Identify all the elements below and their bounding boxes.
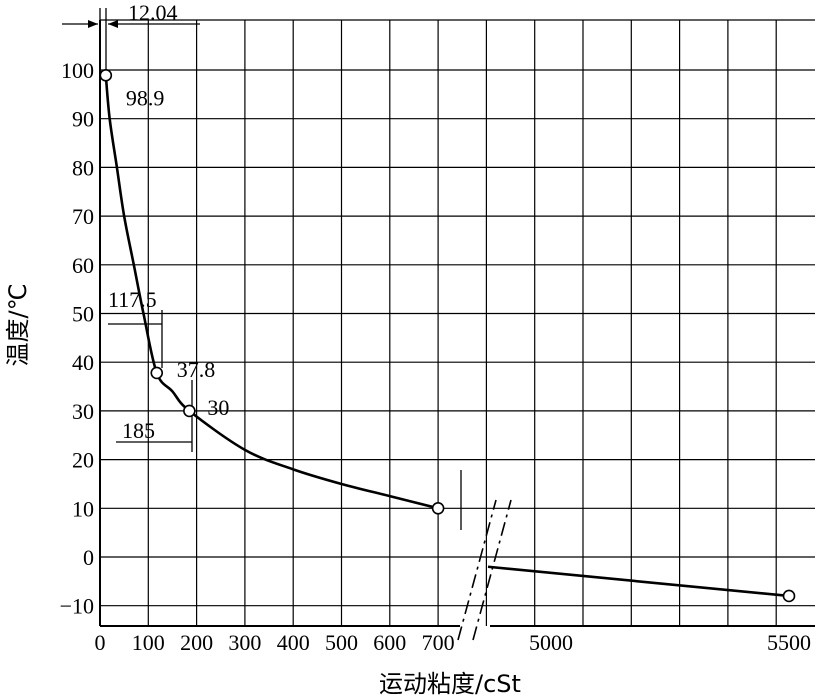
point-label: 98.9 bbox=[126, 85, 165, 110]
annotation-12-04: 12.04 bbox=[128, 0, 178, 25]
x-tick-label: 100 bbox=[132, 630, 165, 655]
data-point-marker bbox=[99, 69, 113, 82]
data-curves bbox=[104, 75, 790, 598]
dimension-annotations: 12.04 117.5 185 bbox=[62, 0, 462, 530]
y-tick-label: 60 bbox=[72, 253, 94, 278]
data-point-marker bbox=[782, 589, 796, 603]
data-point-marker bbox=[431, 501, 445, 515]
x-tick-label: 600 bbox=[373, 630, 406, 655]
y-tick-label: 40 bbox=[72, 350, 94, 375]
x-tick-label: 0 bbox=[95, 630, 106, 655]
point-label: 30 bbox=[207, 395, 229, 420]
point-label: 37.8 bbox=[177, 357, 216, 382]
dim-arrow bbox=[108, 20, 118, 28]
axis-break-mark bbox=[457, 499, 497, 641]
annotation-117-5: 117.5 bbox=[108, 287, 157, 312]
x-tick-label: 5500 bbox=[767, 630, 811, 655]
y-axis-label: 温度/℃ bbox=[4, 283, 32, 366]
curve-left-segment bbox=[104, 75, 439, 510]
x-tick-label: 5000 bbox=[529, 630, 573, 655]
y-tick-label: 90 bbox=[72, 107, 94, 132]
point-labels: 98.9 37.8 30 bbox=[126, 85, 230, 420]
data-point-marker bbox=[183, 404, 196, 418]
x-tick-label: 200 bbox=[180, 630, 213, 655]
dim-arrow bbox=[88, 20, 98, 28]
y-tick-label: 20 bbox=[72, 448, 94, 473]
axis-break-mark bbox=[472, 499, 512, 641]
y-tick-label: 50 bbox=[72, 302, 94, 327]
y-tick-label: 80 bbox=[72, 155, 94, 180]
x-tick-label: 300 bbox=[228, 630, 261, 655]
x-tick-labels: 0 100 200 300 400 500 600 700 5000 5500 bbox=[95, 630, 812, 655]
axes bbox=[99, 20, 815, 641]
y-tick-label: 70 bbox=[72, 204, 94, 229]
x-tick-label: 500 bbox=[325, 630, 358, 655]
y-tick-label: 30 bbox=[72, 399, 94, 424]
x-tick-label: 700 bbox=[422, 630, 455, 655]
curve-right-segment bbox=[487, 565, 790, 598]
annotation-185: 185 bbox=[122, 418, 155, 443]
y-tick-label: 100 bbox=[61, 58, 94, 83]
x-tick-label: 400 bbox=[277, 630, 310, 655]
data-point-marker bbox=[150, 366, 164, 380]
x-axis-label: 运动粘度/cSt bbox=[379, 670, 521, 698]
data-markers bbox=[99, 69, 796, 603]
y-tick-label: −10 bbox=[60, 594, 94, 619]
y-tick-label: 0 bbox=[83, 545, 94, 570]
y-tick-label: 10 bbox=[72, 496, 94, 521]
grid-lines bbox=[99, 19, 815, 626]
